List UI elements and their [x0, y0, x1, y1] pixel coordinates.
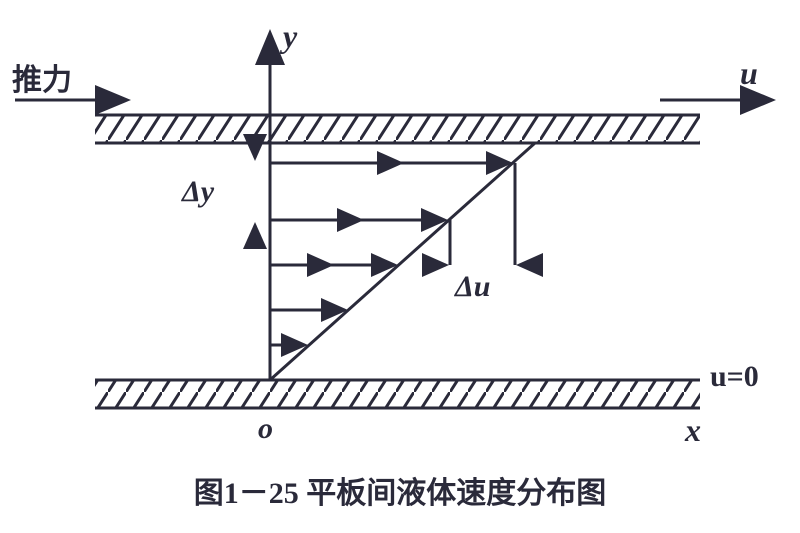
u-label: u	[740, 55, 758, 92]
bottom-plate	[95, 380, 700, 408]
velocity-arrows	[270, 163, 510, 345]
y-axis-label: y	[283, 18, 297, 55]
x-axis-label: x	[685, 412, 701, 449]
figure-caption: 图1－25 平板间液体速度分布图	[0, 468, 800, 512]
delta-u-markers	[434, 163, 531, 265]
velocity-diagram-svg	[0, 0, 800, 533]
delta-u-label: Δu	[455, 270, 491, 304]
delta-y-label: Δy	[182, 175, 214, 209]
diagram-container: 推力 y u Δy Δu u=0 o x 图1－25 平板间液体速度分布图	[0, 0, 800, 533]
velocity-profile-line	[270, 143, 535, 380]
u-zero-label: u=0	[710, 360, 759, 394]
thrust-label: 推力	[12, 55, 72, 99]
top-plate	[95, 115, 700, 143]
origin-label: o	[258, 412, 273, 446]
